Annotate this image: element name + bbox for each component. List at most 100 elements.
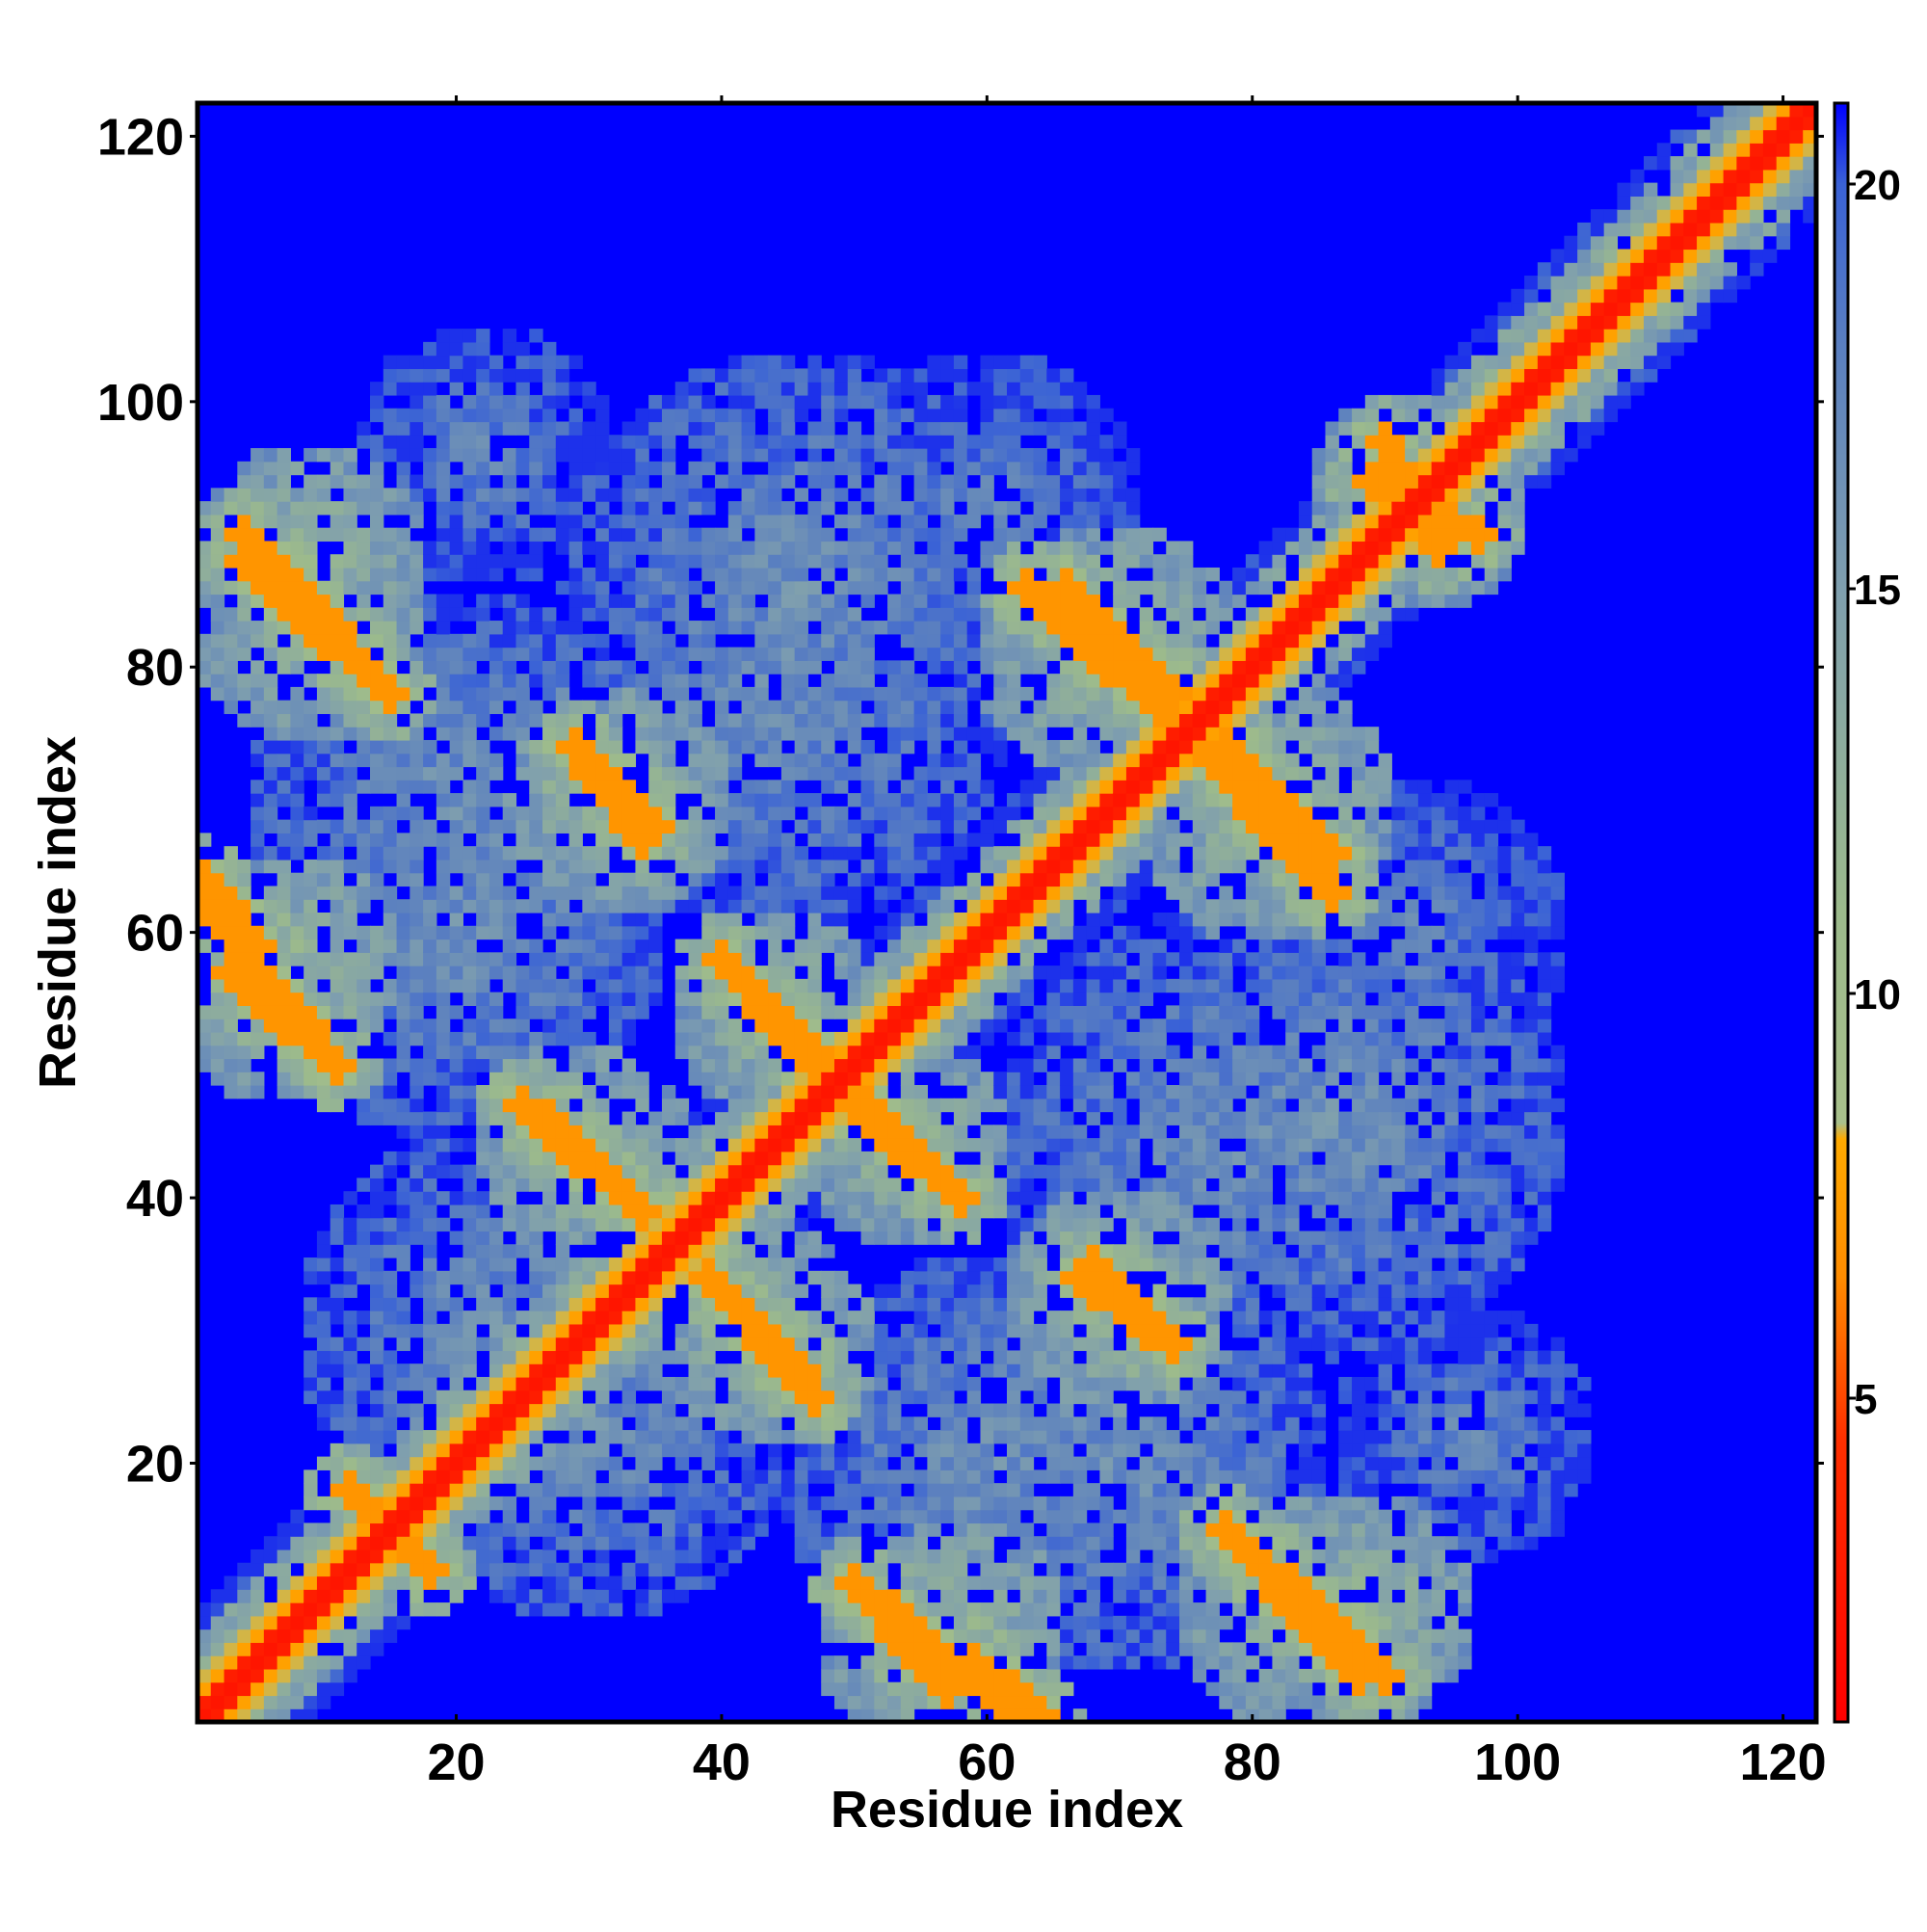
heatmap-cell	[1046, 1072, 1061, 1086]
heatmap-cell	[343, 514, 357, 529]
heatmap-cell	[542, 1363, 557, 1378]
heatmap-cell	[833, 939, 849, 953]
heatmap-cell	[648, 488, 663, 502]
heatmap-cell	[674, 992, 690, 1006]
heatmap-cell	[688, 394, 702, 410]
heatmap-cell	[1060, 1389, 1074, 1405]
heatmap-cell	[502, 846, 517, 860]
heatmap-cell	[462, 872, 477, 887]
heatmap-cell	[807, 1244, 822, 1258]
heatmap-cell	[648, 739, 663, 754]
heatmap-cell	[515, 1536, 530, 1550]
heatmap-cell	[940, 1164, 955, 1179]
heatmap-cell	[635, 1085, 649, 1099]
heatmap-cell	[966, 1389, 982, 1405]
heatmap-cell	[237, 1005, 251, 1019]
heatmap-cell	[237, 1085, 251, 1099]
heatmap-cell	[277, 647, 291, 661]
heatmap-cell	[224, 501, 238, 516]
heatmap-cell	[502, 1536, 517, 1550]
heatmap-cell	[1007, 1562, 1021, 1577]
heatmap-cell	[1046, 1536, 1061, 1550]
heatmap-cell	[449, 355, 464, 370]
heatmap-cell	[780, 355, 796, 370]
heatmap-cell	[900, 1058, 915, 1072]
heatmap-cell	[874, 1019, 888, 1033]
heatmap-cell	[688, 1138, 702, 1152]
heatmap-cell	[833, 846, 849, 860]
heatmap-cell	[409, 1363, 424, 1378]
heatmap-cell	[251, 793, 265, 807]
heatmap-cell	[237, 939, 251, 953]
heatmap-cell	[900, 1031, 915, 1046]
heatmap-cell	[966, 1138, 982, 1152]
heatmap-cell	[210, 978, 225, 993]
heatmap-cell	[913, 1085, 928, 1099]
heatmap-cell	[768, 1376, 782, 1391]
heatmap-cell	[887, 1098, 902, 1113]
heatmap-cell	[542, 355, 557, 370]
heatmap-cell	[316, 1085, 331, 1099]
heatmap-cell	[542, 978, 557, 993]
heatmap-cell	[874, 1548, 888, 1564]
heatmap-cell	[476, 966, 490, 980]
heatmap-cell	[701, 1204, 716, 1219]
heatmap-cell	[874, 925, 888, 940]
heatmap-cell	[1033, 913, 1047, 927]
heatmap-cell	[993, 382, 1008, 396]
heatmap-cell	[927, 1495, 941, 1511]
heatmap-cell	[635, 859, 649, 874]
heatmap-cell	[290, 461, 304, 476]
heatmap-cell	[462, 1191, 477, 1205]
heatmap-cell	[847, 1548, 862, 1564]
heatmap-cell	[833, 554, 849, 569]
heatmap-cell	[807, 660, 822, 675]
heatmap-cell	[1046, 1204, 1061, 1219]
heatmap-cell	[356, 1509, 371, 1524]
heatmap-cell	[847, 1469, 862, 1484]
heatmap-cell	[980, 607, 994, 622]
heatmap-cell	[210, 1031, 225, 1046]
heatmap-cell	[1046, 753, 1061, 768]
heatmap-cell	[741, 1178, 755, 1192]
heatmap-cell	[913, 939, 928, 953]
heatmap-cell	[847, 1442, 862, 1458]
heatmap-cell	[568, 647, 583, 661]
heatmap-cell	[847, 674, 862, 688]
heatmap-cell	[754, 753, 769, 768]
heatmap-cell	[304, 1085, 318, 1099]
heatmap-cell	[715, 541, 729, 555]
heatmap-cell	[449, 727, 464, 741]
heatmap-cell	[1007, 1442, 1021, 1458]
heatmap-cell	[900, 833, 915, 847]
heatmap-cell	[1007, 859, 1021, 874]
heatmap-cell	[807, 355, 822, 370]
heatmap-cell	[251, 739, 265, 754]
heatmap-cell	[1046, 739, 1061, 754]
heatmap-cell	[927, 1151, 941, 1166]
heatmap-cell	[874, 621, 888, 635]
heatmap-cell	[370, 474, 384, 489]
heatmap-cell	[290, 1695, 304, 1709]
heatmap-cell	[980, 1536, 994, 1550]
heatmap-cell	[847, 846, 862, 860]
heatmap-cell	[887, 1151, 902, 1166]
heatmap-cell	[515, 1337, 530, 1352]
heatmap-cell	[940, 780, 955, 794]
heatmap-cell	[780, 554, 796, 569]
heatmap-cell	[582, 633, 596, 648]
heatmap-cell	[449, 1297, 464, 1311]
heatmap-cell	[966, 727, 982, 741]
heatmap-cell	[966, 1072, 982, 1086]
heatmap-cell	[330, 1284, 345, 1298]
heatmap-cell	[542, 1403, 557, 1417]
heatmap-cell	[568, 992, 583, 1006]
heatmap-cell	[874, 1668, 888, 1683]
heatmap-cell	[900, 1323, 915, 1338]
heatmap-cell	[555, 739, 570, 754]
heatmap-cell	[900, 1416, 915, 1431]
heatmap-cell	[768, 1442, 782, 1458]
heatmap-cell	[356, 1257, 371, 1272]
heatmap-cell	[595, 1045, 610, 1060]
heatmap-cell	[449, 448, 464, 463]
